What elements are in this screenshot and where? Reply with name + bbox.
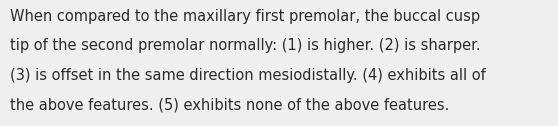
Text: When compared to the maxillary first premolar, the buccal cusp: When compared to the maxillary first pre… xyxy=(10,9,480,24)
Text: the above features. (5) exhibits none of the above features.: the above features. (5) exhibits none of… xyxy=(10,98,449,113)
Text: (3) is offset in the same direction mesiodistally. (4) exhibits all of: (3) is offset in the same direction mesi… xyxy=(10,68,486,83)
Text: tip of the second premolar normally: (1) is higher. (2) is sharper.: tip of the second premolar normally: (1)… xyxy=(10,38,480,53)
